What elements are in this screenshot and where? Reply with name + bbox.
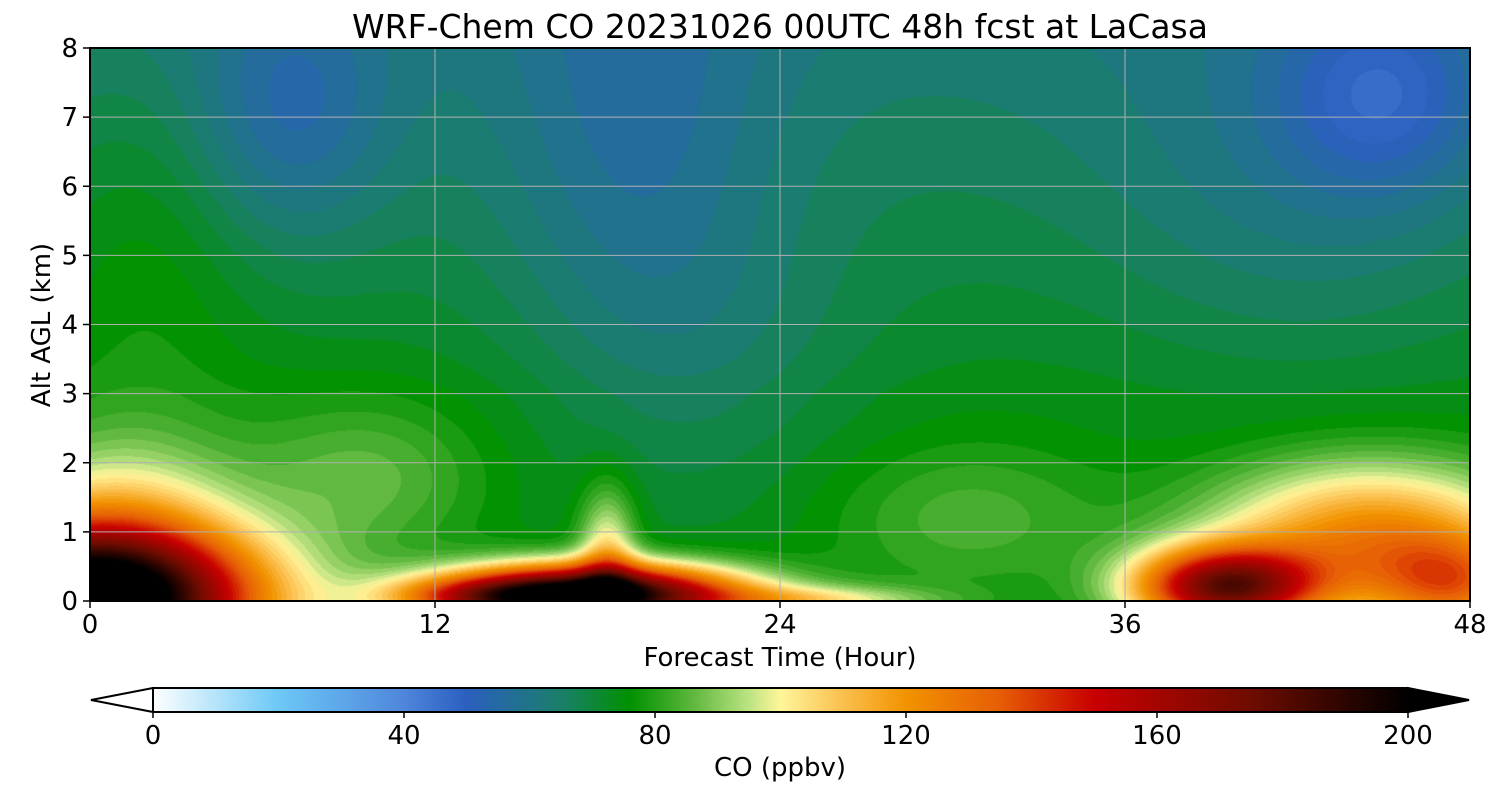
colorbar-tick-label: 200 xyxy=(1383,721,1433,751)
y-axis-ticks: 0 1 2 3 4 5 6 7 8 xyxy=(61,34,90,617)
plot-area xyxy=(89,47,1471,602)
y-tick-label: 3 xyxy=(61,380,78,410)
y-tick-label: 6 xyxy=(61,172,78,202)
x-tick-label: 0 xyxy=(82,610,99,640)
colorbar-label: CO (ppbv) xyxy=(714,753,846,783)
x-tick-label: 48 xyxy=(1453,610,1486,640)
y-tick-label: 4 xyxy=(61,311,78,341)
colorbar-tick-label: 120 xyxy=(881,721,931,751)
colorbar: 0 40 80 120 160 200 CO (ppbv) xyxy=(90,686,1470,783)
x-tick-label: 12 xyxy=(418,610,451,640)
y-tick-label: 7 xyxy=(61,103,78,133)
y-tick-label: 8 xyxy=(61,34,78,64)
colorbar-extend-max xyxy=(1407,686,1470,714)
colorbar-tick-label: 40 xyxy=(387,721,420,751)
colorbar-extend-min xyxy=(90,686,154,714)
chart-title: WRF-Chem CO 20231026 00UTC 48h fcst at L… xyxy=(352,7,1208,46)
colorbar-body xyxy=(153,688,1408,712)
x-axis-label: Forecast Time (Hour) xyxy=(643,643,916,673)
y-tick-label: 5 xyxy=(61,241,78,271)
grid-lines xyxy=(90,48,1470,601)
y-axis-label: Alt AGL (km) xyxy=(27,243,57,407)
y-tick-label: 2 xyxy=(61,449,78,479)
y-tick-label: 1 xyxy=(61,518,78,548)
colorbar-tick-label: 80 xyxy=(638,721,671,751)
colorbar-tick-label: 160 xyxy=(1132,721,1182,751)
colorbar-ticks: 0 40 80 120 160 200 xyxy=(145,712,1433,751)
colorbar-tick-label: 0 xyxy=(145,721,162,751)
x-tick-label: 24 xyxy=(763,610,796,640)
x-tick-label: 36 xyxy=(1108,610,1141,640)
x-axis-ticks: 0 12 24 36 48 xyxy=(82,601,1487,640)
colorbar-frame xyxy=(152,687,1409,713)
y-tick-label: 0 xyxy=(61,587,78,617)
